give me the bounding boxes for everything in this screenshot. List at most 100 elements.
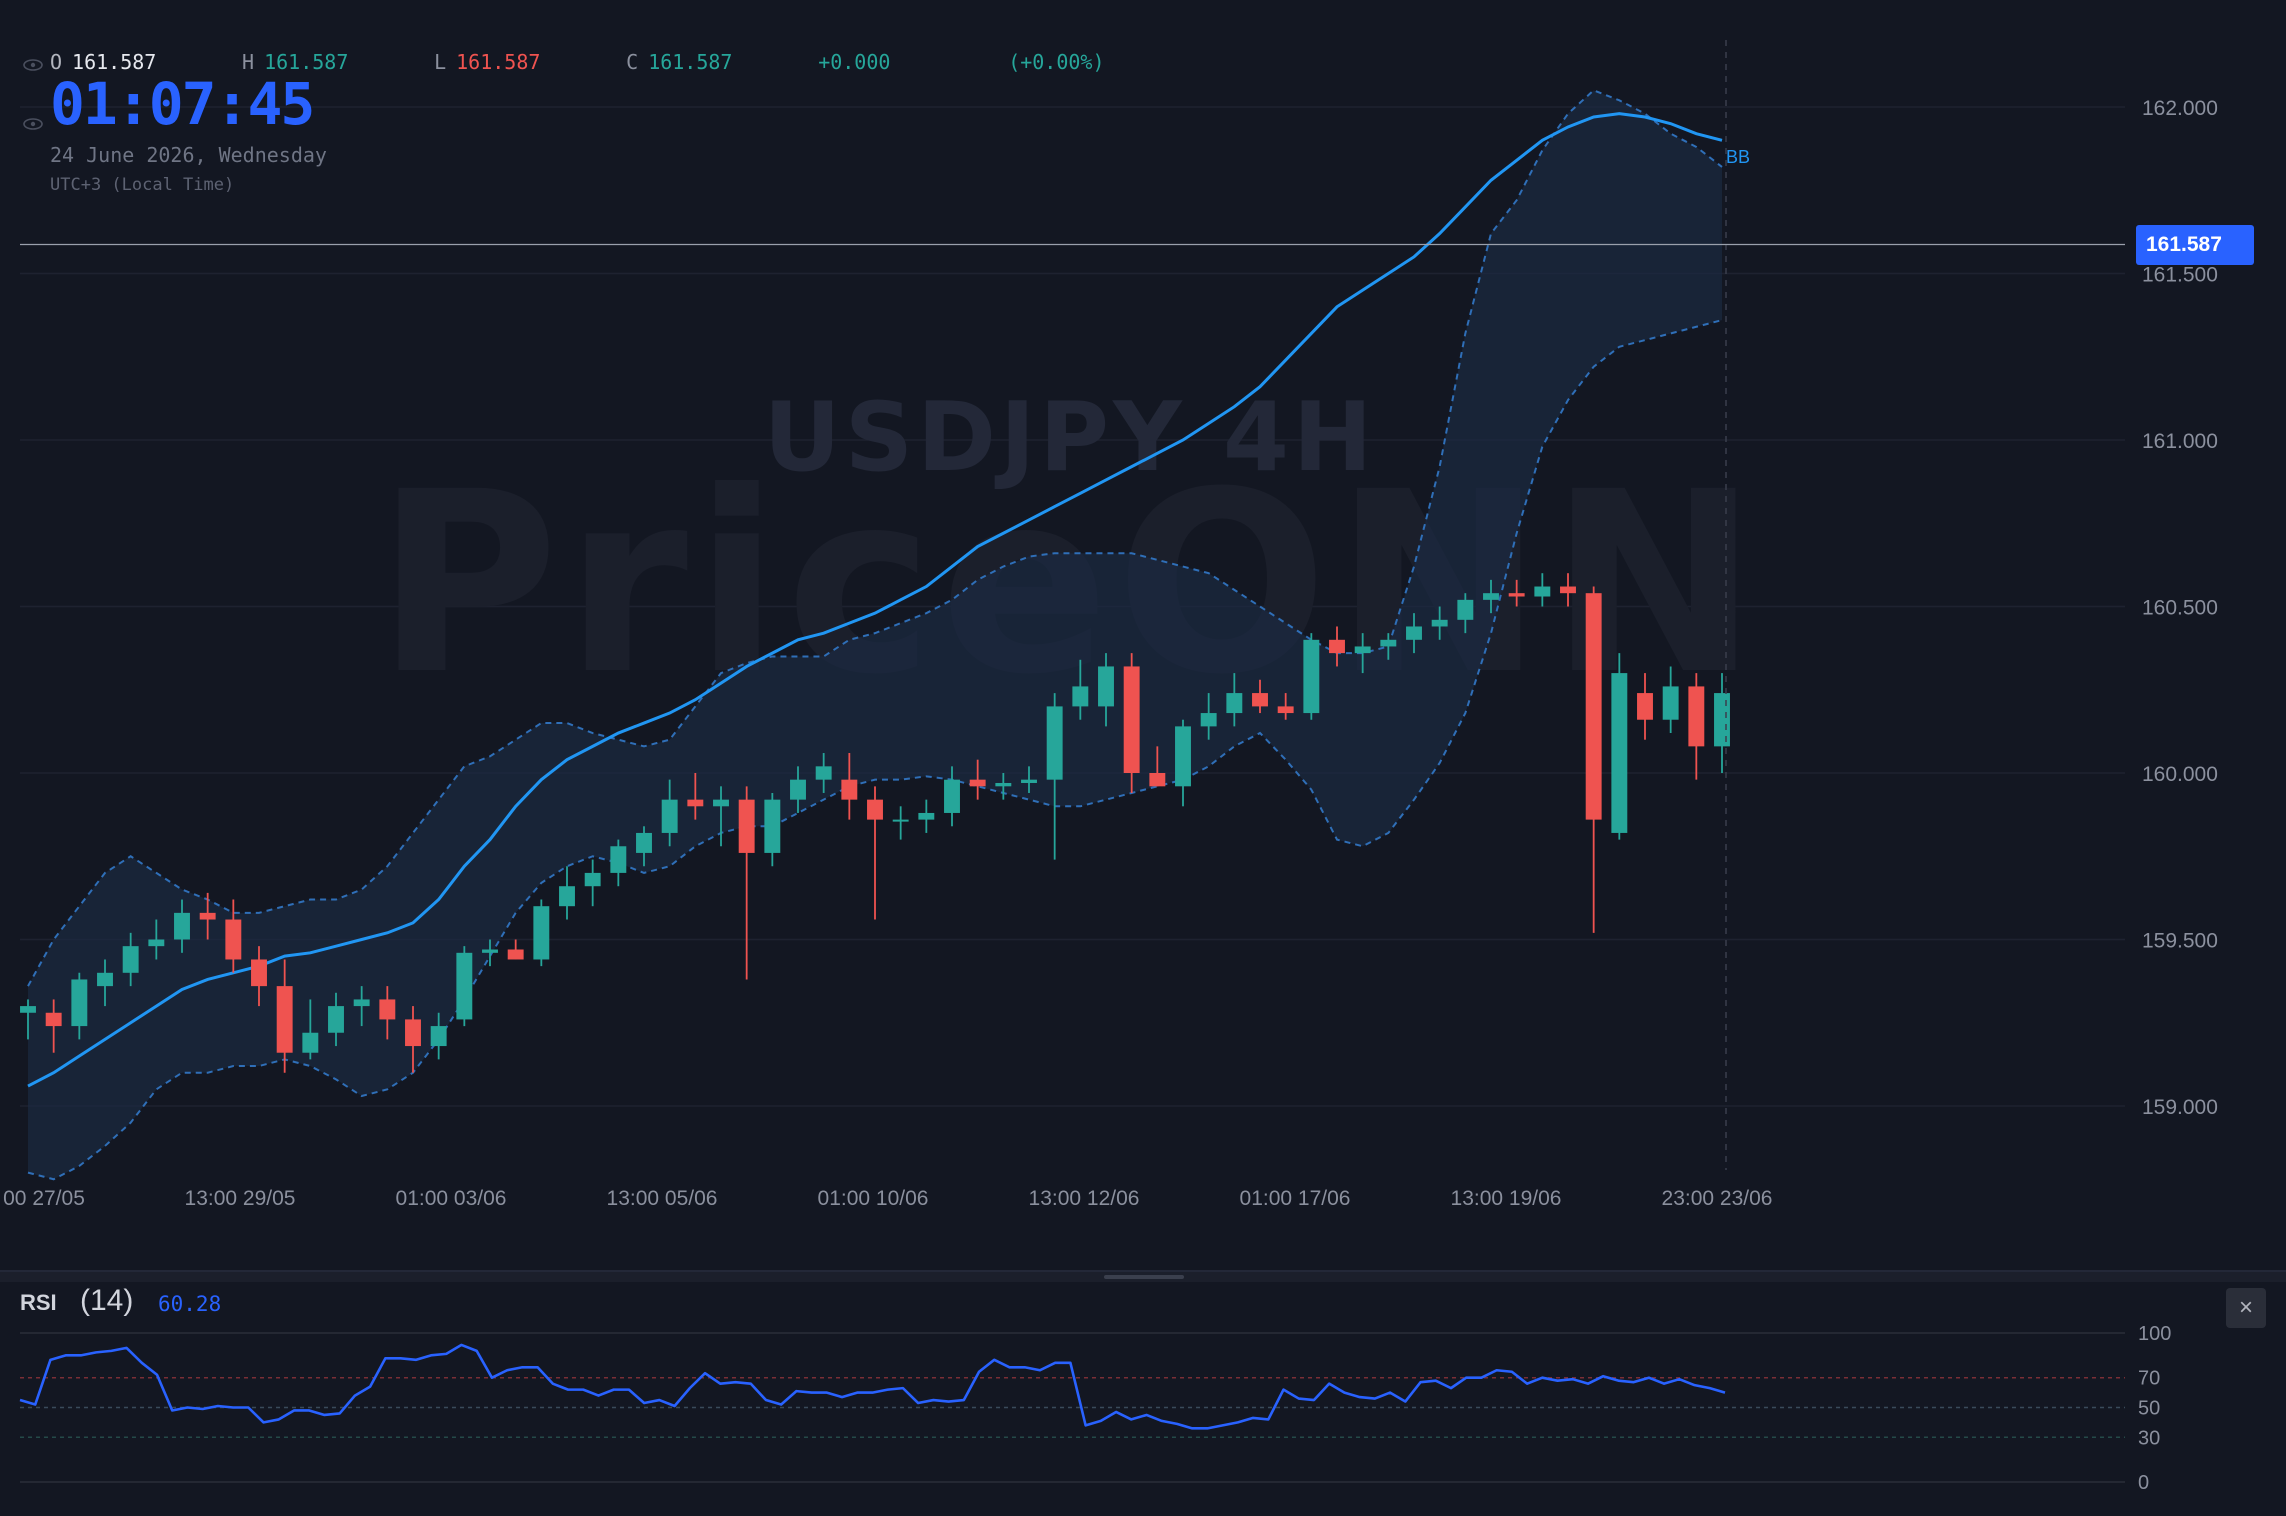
price-chart[interactable]: 162.000 161.500 161.000 160.500 160.000 159.5… <box>0 0 2286 1270</box>
candle <box>45 999 62 1053</box>
candle <box>1354 633 1371 674</box>
candle-body <box>1098 666 1114 707</box>
candle <box>405 1006 421 1073</box>
candle <box>1380 633 1397 660</box>
candle <box>584 859 601 907</box>
candle <box>97 959 113 1007</box>
candle <box>302 999 319 1060</box>
candle <box>1560 573 1576 607</box>
candle-body <box>1303 639 1320 714</box>
candle <box>1534 573 1551 607</box>
candle-body <box>969 779 986 787</box>
candle <box>353 986 370 1027</box>
candle-body <box>995 782 1012 787</box>
candle-body <box>636 832 652 853</box>
candle-body <box>1714 693 1730 747</box>
close-label: C <box>626 50 639 74</box>
y-tick-label: 161.500 <box>2142 264 2218 287</box>
bollinger-middle-band <box>27 112 1723 1088</box>
candle <box>1637 673 1653 740</box>
candle-body <box>1585 593 1602 820</box>
change-value: +0.000 <box>818 50 891 74</box>
candle <box>199 892 216 940</box>
date-label: 24 June 2026, Wednesday <box>50 143 327 167</box>
eye-icon[interactable] <box>22 117 44 131</box>
candle <box>1072 659 1089 720</box>
candle-body <box>661 799 678 833</box>
last-price-tag: 161.587 <box>2136 225 2254 265</box>
x-tick-label: 01:00 17/06 <box>1240 1187 1351 1210</box>
candle-body <box>1662 686 1679 720</box>
candle-body <box>1380 639 1397 647</box>
candle <box>482 939 498 967</box>
x-tick-label: 13:00 29/05 <box>185 1187 296 1210</box>
candle-body <box>174 912 190 940</box>
candle-body <box>20 1006 36 1013</box>
candle-body <box>45 1012 62 1027</box>
candle-body <box>918 812 935 820</box>
candle-body <box>1354 646 1371 654</box>
candle <box>815 753 832 793</box>
candle-body <box>276 986 293 1053</box>
candle-body <box>1072 686 1089 707</box>
candle-body <box>1457 599 1474 620</box>
pane-resize-handle[interactable] <box>1104 1275 1184 1279</box>
x-tick-label: 13:00 05/06 <box>607 1187 718 1210</box>
candle-body <box>1046 706 1063 780</box>
candle-body <box>1534 586 1551 597</box>
low-value: 161.587 <box>456 50 541 74</box>
candle <box>995 773 1012 800</box>
candle-body <box>507 949 524 960</box>
eye-icon[interactable] <box>22 58 44 72</box>
candle-body <box>584 872 601 887</box>
candle-body <box>867 799 883 820</box>
candle <box>969 759 986 800</box>
candle <box>251 946 267 1007</box>
candle <box>1329 626 1345 667</box>
candle <box>276 959 293 1073</box>
candle-body <box>687 799 704 807</box>
candle <box>71 972 88 1040</box>
x-tick-label: 00 27/05 <box>3 1187 85 1210</box>
candle <box>328 992 344 1047</box>
candle <box>225 899 242 973</box>
close-value: 161.587 <box>648 50 733 74</box>
candle-body <box>379 999 396 1020</box>
candle-body <box>1329 639 1345 654</box>
rsi-y-tick-label: 30 <box>2138 1427 2160 1449</box>
candle-body <box>251 959 267 987</box>
candle-body <box>790 779 806 800</box>
bollinger-upper-band <box>27 89 1723 987</box>
y-tick-label: 161.000 <box>2142 430 2218 453</box>
candle-body <box>328 1006 344 1033</box>
y-tick-label: 159.500 <box>2142 930 2218 953</box>
candle <box>610 839 627 887</box>
candle <box>1098 653 1114 727</box>
candle <box>1688 673 1705 780</box>
x-tick-label: 23:00 23/06 <box>1662 1187 1773 1210</box>
candle-body <box>302 1032 319 1053</box>
candle <box>1252 679 1268 714</box>
candle-body <box>1611 673 1628 833</box>
rsi-chart[interactable]: 100 70 50 30 0 <box>0 1280 2286 1516</box>
y-tick-label: 159.000 <box>2142 1096 2218 1119</box>
candle <box>1431 606 1448 640</box>
candle <box>1483 579 1499 614</box>
candle-body <box>610 846 627 873</box>
candle-body <box>1483 593 1499 600</box>
y-tick-label: 162.000 <box>2142 97 2218 120</box>
bollinger-lower-band <box>27 319 1723 1181</box>
candle <box>1457 593 1474 634</box>
candle <box>174 899 190 953</box>
rsi-y-tick-label: 0 <box>2138 1472 2149 1494</box>
candle <box>430 1012 447 1060</box>
candle <box>122 932 139 987</box>
rsi-period: (14) <box>80 1284 134 1317</box>
close-rsi-button[interactable]: × <box>2226 1288 2266 1328</box>
candle <box>687 773 704 820</box>
candle <box>1406 613 1422 654</box>
candle <box>1585 586 1602 933</box>
candle <box>1714 673 1730 773</box>
candle <box>1303 633 1320 720</box>
candle <box>1611 653 1628 840</box>
